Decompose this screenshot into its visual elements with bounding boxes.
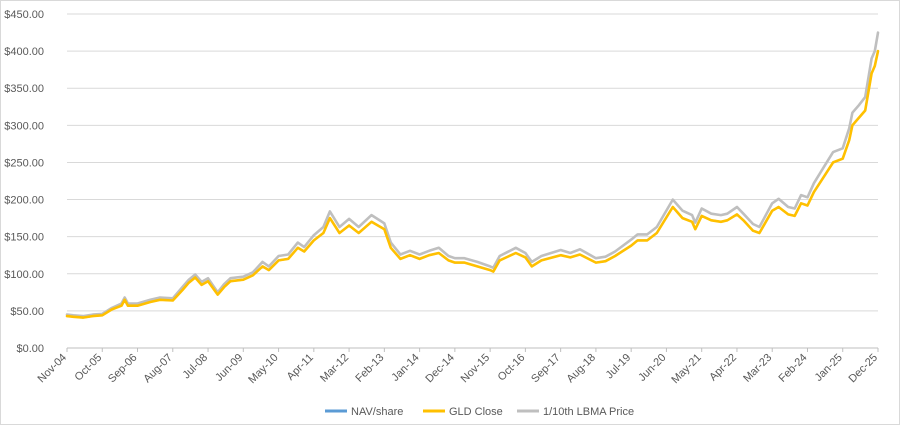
y-tick-label: $400.00 — [4, 46, 44, 58]
x-tick-label: Dec-14 — [423, 352, 457, 386]
legend-label: 1/10th LBMA Price — [543, 406, 634, 418]
y-tick-label: $50.00 — [10, 306, 44, 318]
x-tick-label: Jun-20 — [636, 352, 668, 384]
y-tick-label: $0.00 — [16, 343, 44, 355]
x-tick-label: Jul-08 — [180, 352, 210, 382]
x-tick-label: Mar-12 — [318, 352, 351, 385]
legend-label: GLD Close — [449, 406, 503, 418]
y-tick-label: $450.00 — [4, 9, 44, 21]
x-tick-label: Sep-06 — [106, 352, 140, 386]
x-tick-label: Mar-23 — [741, 352, 774, 385]
x-tick-label: Sep-17 — [529, 352, 563, 386]
gridlines — [67, 13, 878, 312]
x-tick-label: Oct-05 — [73, 352, 105, 384]
nav-share-line — [66, 50, 879, 319]
x-tick-label: Aug-18 — [564, 352, 598, 386]
x-tick-label: Apr-22 — [707, 352, 739, 384]
gld-close-line — [65, 49, 880, 319]
x-tick-label: Jul-19 — [604, 352, 634, 382]
x-axis-ticks: Nov-04 Oct-05 Sep-06 Aug-07 Jul-08 Jun-09 May-… — [36, 348, 881, 386]
y-axis-ticks: $0.00 $50.00 $100.00 $150.00 $200.00 $250.00 $… — [4, 9, 44, 355]
x-tick-label: Nov-04 — [36, 352, 70, 386]
x-tick-label: Aug-07 — [141, 352, 175, 386]
y-tick-label: $350.00 — [4, 83, 44, 95]
x-tick-label: May-21 — [669, 352, 703, 386]
y-tick-label: $100.00 — [4, 269, 44, 281]
x-tick-label: Feb-24 — [776, 352, 809, 385]
legend-label: NAV/share — [351, 406, 403, 418]
x-tick-label: Dec-25 — [847, 352, 881, 386]
y-tick-label: $150.00 — [4, 232, 44, 244]
series-lines — [65, 31, 880, 319]
y-tick-label: $200.00 — [4, 195, 44, 207]
legend: NAV/share GLD Close 1/10th LBMA Price — [325, 406, 634, 418]
y-tick-label: $300.00 — [4, 120, 44, 132]
x-tick-label: Nov-15 — [459, 352, 493, 386]
x-tick-label: Jan-25 — [813, 352, 845, 384]
x-tick-label: Jan-14 — [389, 352, 421, 384]
x-tick-label: Apr-11 — [285, 352, 316, 383]
y-tick-label: $250.00 — [4, 157, 44, 169]
x-tick-label: May-10 — [246, 352, 280, 386]
x-tick-label: Oct-16 — [496, 352, 528, 384]
x-tick-label: Jun-09 — [213, 352, 245, 384]
lbma-price-line — [65, 31, 880, 318]
x-tick-label: Feb-13 — [353, 352, 386, 385]
